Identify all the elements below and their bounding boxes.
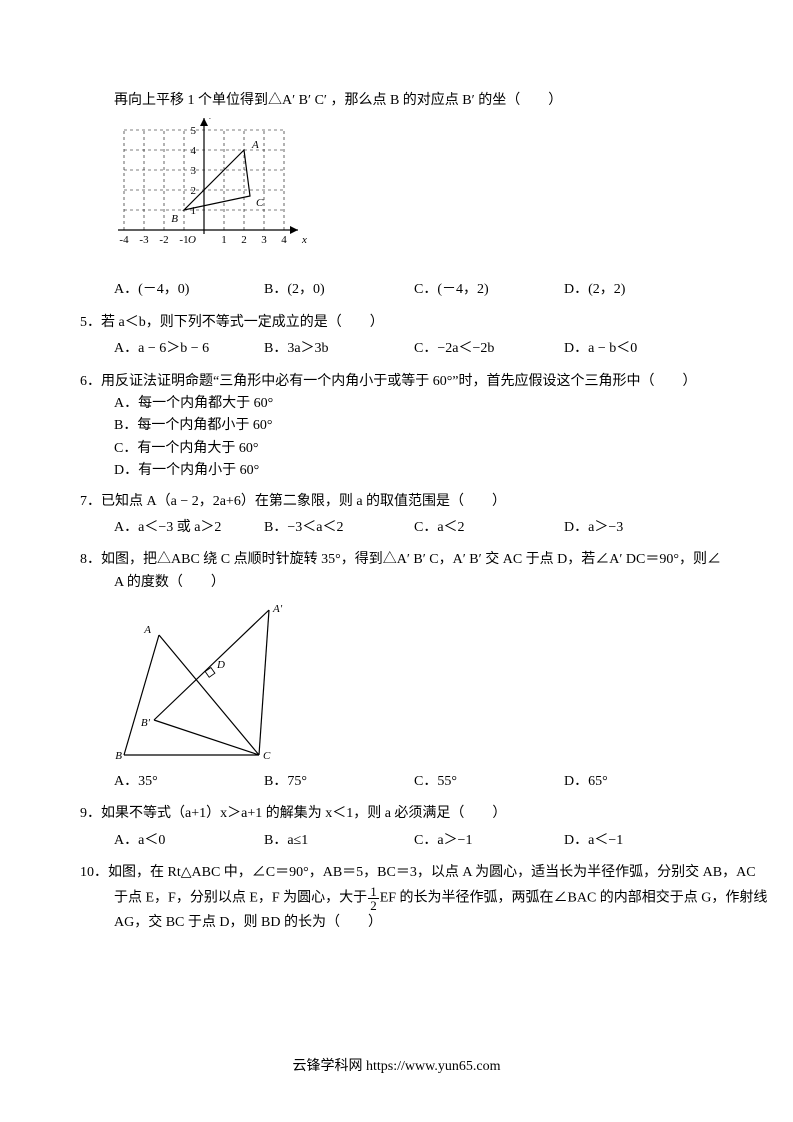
svg-text:5: 5: [191, 125, 197, 137]
q7-opt-c: C．a＜2: [414, 517, 564, 539]
svg-text:-3: -3: [139, 234, 149, 246]
svg-text:3: 3: [191, 165, 197, 177]
q7-opt-b: B．−3＜a＜2: [264, 517, 414, 539]
svg-text:C: C: [256, 197, 264, 209]
frac-den: 2: [368, 899, 379, 912]
q6-opt-d: D．有一个内角小于 60°: [80, 460, 713, 482]
q4-opt-d: D．(2，2): [564, 279, 714, 301]
q8-stem-1: 8．如图，把△ABC 绕 C 点顺时针旋转 35°，得到△A′ B′ C，A′ …: [80, 549, 713, 571]
svg-text:A′: A′: [272, 603, 283, 615]
q7-opt-a: A．a＜−3 或 a＞2: [114, 517, 264, 539]
q4-opt-b: B．(2，0): [264, 279, 414, 301]
figure-q8: A A′ B B′ C D: [114, 600, 713, 765]
svg-text:2: 2: [241, 234, 247, 246]
figure-q4: -4-3-2-1123454321OyxABC: [114, 118, 713, 273]
q8-stem-2: A 的度数（ ）: [80, 572, 713, 594]
q5-opt-b: B．3a＞3b: [264, 338, 414, 360]
q6-stem: 6．用反证法证明命题“三角形中必有一个内角小于或等于 60°”时，首先应假设这个…: [80, 371, 713, 393]
svg-text:3: 3: [261, 234, 267, 246]
svg-text:B: B: [115, 750, 122, 762]
q8-opt-d: D．65°: [564, 771, 714, 793]
q6-opt-c: C．有一个内角大于 60°: [80, 438, 713, 460]
q5-opt-a: A．a − 6＞b − 6: [114, 338, 264, 360]
frac-num: 1: [368, 885, 379, 899]
q9-opt-c: C．a＞−1: [414, 830, 564, 852]
q8-opt-a: A．35°: [114, 771, 264, 793]
svg-text:O: O: [188, 234, 196, 246]
q9-stem: 9．如果不等式（a+1）x＞a+1 的解集为 x＜1，则 a 必须满足（ ）: [80, 803, 713, 825]
svg-text:C: C: [263, 750, 271, 762]
q4-options: A．(－4，0) B．(2，0) C．(－4，2) D．(2，2): [80, 279, 713, 301]
q4-opt-c: C．(－4，2): [414, 279, 564, 301]
svg-text:-2: -2: [159, 234, 168, 246]
q7-options: A．a＜−3 或 a＞2 B．−3＜a＜2 C．a＜2 D．a＞−3: [80, 517, 713, 539]
svg-text:4: 4: [191, 145, 197, 157]
page-footer: 云锋学科网 https://www.yun65.com: [0, 1055, 793, 1075]
q10-stem-2a: 于点 E，F，分别以点 E，F 为圆心，大于: [114, 890, 367, 905]
svg-text:-4: -4: [119, 234, 129, 246]
q7-opt-d: D．a＞−3: [564, 517, 714, 539]
q6-opt-b: B．每一个内角都小于 60°: [80, 415, 713, 437]
q8-opt-b: B．75°: [264, 771, 414, 793]
q5-stem: 5．若 a＜b，则下列不等式一定成立的是（ ）: [80, 312, 713, 334]
q4-opt-a: A．(－4，0): [114, 279, 264, 301]
svg-text:B: B: [171, 213, 178, 225]
fraction-half: 12: [368, 885, 379, 912]
svg-text:x: x: [301, 234, 307, 246]
svg-text:B′: B′: [141, 717, 151, 729]
q9-opt-a: A．a＜0: [114, 830, 264, 852]
svg-text:A: A: [143, 624, 151, 636]
svg-text:1: 1: [221, 234, 227, 246]
svg-text:A: A: [251, 139, 259, 151]
q5-opt-c: C．−2a＜−2b: [414, 338, 564, 360]
svg-text:4: 4: [281, 234, 287, 246]
q5-options: A．a − 6＞b − 6 B．3a＞3b C．−2a＜−2b D．a − b＜…: [80, 338, 713, 360]
q8-options: A．35° B．75° C．55° D．65°: [80, 771, 713, 793]
q10-stem-2b: EF 的长为半径作弧，两弧在∠BAC 的内部相交于点 G，作射线: [380, 890, 768, 905]
q7-stem: 7．已知点 A（a − 2，2a+6）在第二象限，则 a 的取值范围是（ ）: [80, 491, 713, 513]
q4-cont: 再向上平移 1 个单位得到△A′ B′ C′ ，那么点 B 的对应点 B′ 的坐…: [80, 90, 713, 112]
svg-text:y: y: [209, 118, 215, 119]
q10-stem-2: 于点 E，F，分别以点 E，F 为圆心，大于12EF 的长为半径作弧，两弧在∠B…: [80, 885, 713, 912]
q6-opt-a: A．每一个内角都大于 60°: [80, 393, 713, 415]
q5-opt-d: D．a − b＜0: [564, 338, 714, 360]
svg-text:2: 2: [191, 185, 197, 197]
q9-opt-d: D．a＜−1: [564, 830, 714, 852]
q9-options: A．a＜0 B．a≤1 C．a＞−1 D．a＜−1: [80, 830, 713, 852]
q8-opt-c: C．55°: [414, 771, 564, 793]
q9-opt-b: B．a≤1: [264, 830, 414, 852]
svg-text:D: D: [216, 659, 225, 671]
q10-stem-3: AG，交 BC 于点 D，则 BD 的长为（ ）: [80, 912, 713, 934]
q10-stem-1: 10．如图，在 Rt△ABC 中，∠C＝90°，AB＝5，BC＝3，以点 A 为…: [80, 862, 713, 884]
svg-text:1: 1: [191, 205, 197, 217]
